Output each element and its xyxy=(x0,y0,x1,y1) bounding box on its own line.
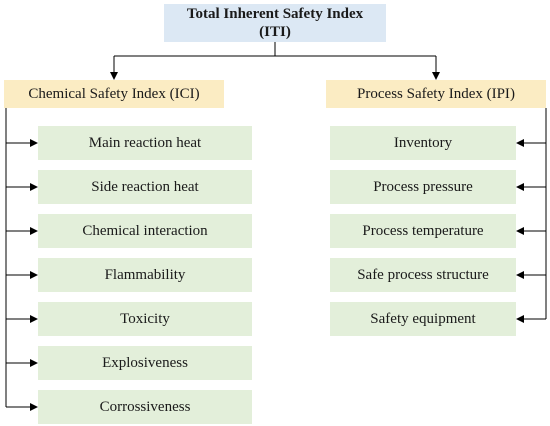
left-item-1: Side reaction heat xyxy=(38,170,252,204)
left-item-0: Main reaction heat xyxy=(38,126,252,160)
right-branch-lines xyxy=(516,108,547,323)
process-safety-index-node: Process Safety Index (I PI) xyxy=(326,80,546,108)
left-item-2: Chemical interaction xyxy=(38,214,252,248)
total-inherent-safety-index-node: Total Inherent Safety Index (ITI) xyxy=(164,4,386,42)
right-item-2: Process temperature xyxy=(330,214,516,248)
left-branch-lines xyxy=(5,108,38,411)
right-item-0: Inventory xyxy=(330,126,516,160)
root-title: Total Inherent Safety Index xyxy=(186,6,364,22)
left-item-3: Flammability xyxy=(38,258,252,292)
right-item-1: Process pressure xyxy=(330,170,516,204)
chemical-safety-index-node: Chemical Safety Index (I CI) xyxy=(4,80,224,108)
root-connector xyxy=(114,42,436,57)
left-item-5: Explosiveness xyxy=(38,346,252,380)
left-item-4: Toxicity xyxy=(38,302,252,336)
right-item-3: Safe process structure xyxy=(330,258,516,292)
left-item-6: Corrossiveness xyxy=(38,390,252,424)
right-item-4: Safety equipment xyxy=(330,302,516,336)
root-abbreviation: (ITI) xyxy=(259,24,291,40)
